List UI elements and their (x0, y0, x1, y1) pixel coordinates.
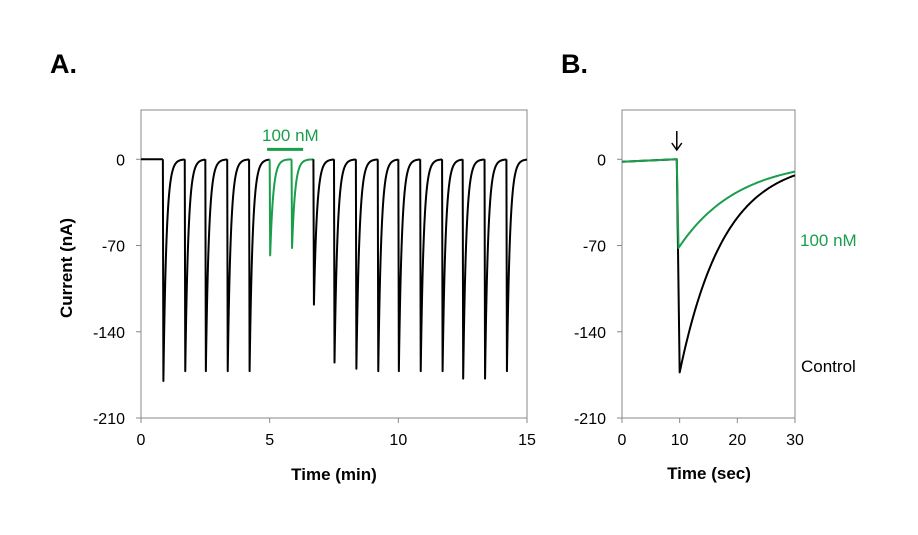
panel-a-control-pulse (226, 158, 250, 373)
panel-a-control-pulse (183, 158, 206, 373)
panel-b-x-tick-label: 0 (618, 432, 627, 449)
panel-a-drug-pulse (268, 158, 293, 257)
panel-b-label: B. (561, 49, 588, 79)
panel-a-y-axis-label: Current (nA) (57, 218, 76, 318)
panel-a-control-pulse (312, 158, 335, 306)
panel-a-control-pulse (419, 158, 443, 373)
panel-a-control-pulse (248, 158, 271, 373)
panel-a-plot-frame (140, 109, 528, 419)
panel-b: B. 0 10 20 30 0 -70 -140 -210 Time (sec) 100 nM… (561, 49, 857, 483)
panel-a-control-pulse (483, 158, 508, 380)
panel-a: A. 0 5 10 15 0 -70 -140 -210 Time (min) Current… (50, 49, 536, 484)
panel-a-label: A. (50, 49, 77, 79)
panel-a-y-tick-label: -70 (102, 239, 125, 256)
panel-b-drug-trace (621, 158, 796, 249)
stimulus-arrow-icon (671, 131, 683, 152)
panel-b-control-trace (621, 158, 796, 374)
panel-a-control-pulse (441, 158, 464, 373)
panel-a-x-tick-label: 10 (389, 432, 407, 449)
panel-b-x-tick-label: 10 (671, 432, 689, 449)
panel-b-y-tick-label: -70 (583, 239, 606, 256)
panel-a-control-pulse (354, 158, 379, 370)
panel-a-control-pulse (204, 158, 228, 373)
panel-a-x-tick-label: 5 (265, 432, 274, 449)
panel-a-control-pulse (397, 158, 421, 373)
panel-a-control-pulse (161, 158, 186, 383)
panel-b-x-tick-label: 20 (728, 432, 746, 449)
panel-a-x-tick-label: 15 (518, 432, 536, 449)
panel-a-control-pulse (333, 158, 357, 364)
panel-b-plot: 0 10 20 30 0 -70 -140 -210 (574, 109, 804, 449)
panel-b-plot-frame (621, 109, 796, 419)
panel-a-y-tick-label: 0 (116, 152, 125, 169)
panel-b-x-tick-label: 30 (786, 432, 804, 449)
panel-a-drug-pulse (290, 158, 315, 249)
panel-b-y-tick-label: -210 (574, 411, 606, 428)
panel-a-y-tick-label: -210 (93, 411, 125, 428)
panel-b-y-tick-label: 0 (597, 152, 606, 169)
panel-b-y-tick-label: -140 (574, 325, 606, 342)
series-label-100nm: 100 nM (800, 231, 857, 250)
panel-a-control-pulse (376, 158, 399, 373)
panel-a-y-tick-label: -140 (93, 325, 125, 342)
panel-a-control-pulse (461, 158, 486, 380)
panel-a-x-tick-label: 0 (137, 432, 146, 449)
treatment-label: 100 nM (262, 126, 319, 145)
panel-a-control-pulse (505, 158, 528, 373)
panel-a-plot: 0 5 10 15 0 -70 -140 -210 (93, 109, 536, 449)
panel-a-x-axis-label: Time (min) (291, 465, 377, 484)
series-label-control: Control (801, 357, 856, 376)
panel-b-x-axis-label: Time (sec) (667, 464, 751, 483)
